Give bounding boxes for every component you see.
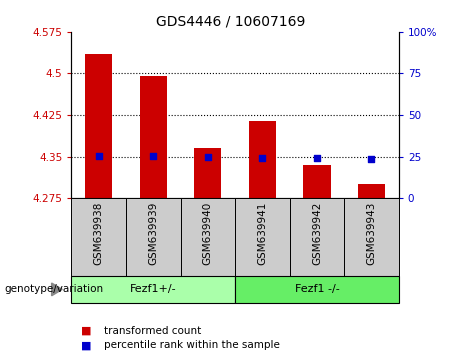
Text: Fezf1+/-: Fezf1+/- — [130, 284, 177, 295]
Text: percentile rank within the sample: percentile rank within the sample — [104, 340, 280, 350]
Point — [313, 155, 321, 161]
Text: ■: ■ — [81, 340, 91, 350]
Bar — [194, 148, 221, 198]
Bar — [181, 198, 235, 276]
Bar — [71, 198, 126, 276]
Polygon shape — [52, 283, 62, 296]
Point — [259, 155, 266, 161]
Bar — [358, 184, 385, 198]
Bar — [71, 276, 235, 303]
Text: GDS4446 / 10607169: GDS4446 / 10607169 — [156, 14, 305, 28]
Bar — [140, 76, 167, 198]
Text: GSM639938: GSM639938 — [94, 201, 104, 265]
Text: GSM639939: GSM639939 — [148, 201, 158, 265]
Text: GSM639942: GSM639942 — [312, 201, 322, 265]
Text: GSM639940: GSM639940 — [203, 201, 213, 264]
Point — [204, 154, 212, 160]
Bar — [235, 276, 399, 303]
Text: genotype/variation: genotype/variation — [5, 284, 104, 295]
Text: ■: ■ — [81, 326, 91, 336]
Point — [368, 156, 375, 162]
Point — [95, 153, 102, 158]
Bar — [249, 121, 276, 198]
Text: transformed count: transformed count — [104, 326, 201, 336]
Text: GSM639943: GSM639943 — [366, 201, 377, 265]
Bar — [235, 198, 290, 276]
Bar — [290, 198, 344, 276]
Text: Fezf1 -/-: Fezf1 -/- — [295, 284, 339, 295]
Bar — [303, 165, 331, 198]
Bar — [85, 54, 112, 198]
Point — [149, 153, 157, 158]
Bar — [344, 198, 399, 276]
Bar — [126, 198, 181, 276]
Text: GSM639941: GSM639941 — [257, 201, 267, 265]
